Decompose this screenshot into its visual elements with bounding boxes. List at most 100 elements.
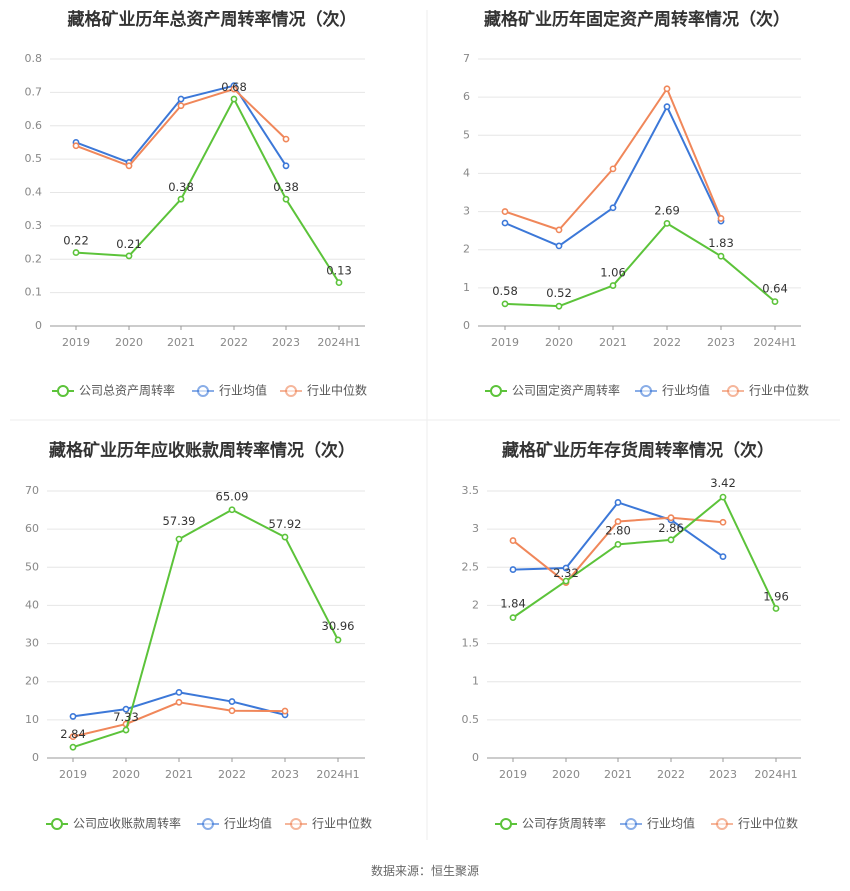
legend-marker-company (500, 818, 512, 830)
data-label: 2.80 (605, 523, 631, 537)
y-tick-label: 0.2 (25, 252, 43, 265)
data-point-average (663, 103, 671, 111)
data-point-company (230, 95, 238, 103)
data-point-average (555, 242, 563, 250)
chart-title: 藏格矿业历年存货周转率情况（次） (502, 440, 774, 461)
data-label: 0.21 (116, 237, 142, 251)
x-tick-label: 2023 (707, 336, 735, 349)
data-label: 1.06 (600, 266, 626, 280)
x-tick-label: 2021 (599, 336, 627, 349)
data-point-average (614, 499, 622, 506)
data-point-company (717, 252, 725, 260)
data-point-median (667, 514, 675, 522)
y-tick-label: 40 (25, 598, 39, 611)
data-point-company (72, 249, 80, 256)
y-tick-label: 3 (463, 205, 470, 218)
data-point-company (122, 726, 130, 734)
y-tick-label: 70 (25, 484, 39, 497)
data-point-company (335, 279, 343, 287)
data-point-average (228, 698, 236, 705)
data-label: 1.83 (708, 236, 734, 250)
x-tick-label: 2024H1 (316, 768, 359, 781)
data-point-company (509, 614, 517, 622)
data-point-company (562, 577, 570, 585)
data-point-median (177, 102, 185, 110)
x-tick-label: 2019 (491, 336, 519, 349)
data-point-average (562, 564, 570, 572)
y-tick-label: 2 (463, 243, 470, 256)
data-point-company (69, 743, 77, 751)
legend-marker-company (51, 818, 63, 830)
legend-marker-company (57, 385, 69, 397)
y-tick-label: 0.6 (25, 119, 43, 132)
legend-marker-company (490, 385, 502, 397)
y-tick-label: 20 (25, 675, 39, 688)
series-line-company (72, 508, 339, 749)
data-point-company (614, 541, 622, 548)
series-line-company (512, 496, 777, 619)
chart-title: 藏格矿业历年固定资产周转率情况（次） (484, 9, 790, 30)
data-point-median (609, 165, 617, 173)
y-tick-label: 6 (463, 90, 470, 103)
data-point-median (72, 142, 80, 150)
chart-title: 藏格矿业历年应收账款周转率情况（次） (49, 440, 355, 461)
data-label: 7.33 (113, 710, 139, 724)
data-label: 0.68 (221, 80, 247, 94)
x-tick-label: 2021 (167, 336, 195, 349)
data-point-average (501, 219, 509, 227)
data-point-median (614, 518, 622, 525)
legend-label-average: 行业均值 (224, 816, 272, 831)
legend-label-company: 公司应收账款周转率 (73, 816, 181, 831)
y-tick-label: 3 (472, 522, 479, 535)
legend-marker-median (716, 818, 728, 830)
data-label: 0.13 (326, 264, 352, 278)
data-label: 3.42 (710, 476, 736, 490)
y-tick-label: 30 (25, 637, 39, 650)
legend-label-median: 行业中位数 (749, 383, 809, 398)
data-point-median (230, 85, 238, 93)
y-tick-label: 1.5 (462, 637, 480, 650)
data-point-company (282, 195, 290, 203)
data-point-median (555, 226, 563, 234)
data-point-company (609, 282, 617, 289)
data-point-average (719, 553, 727, 561)
legend-marker-average (625, 818, 637, 830)
y-tick-label: 0.1 (25, 286, 43, 299)
series-line-company (75, 98, 340, 284)
data-label: 0.22 (63, 234, 89, 248)
x-tick-label: 2024H1 (753, 336, 796, 349)
legend-label-average: 行业均值 (219, 383, 267, 398)
y-tick-label: 1 (472, 675, 479, 688)
y-tick-label: 3.5 (462, 484, 480, 497)
y-tick-label: 0 (472, 751, 479, 764)
data-point-company (771, 298, 779, 305)
x-tick-label: 2020 (115, 336, 143, 349)
legend-label-median: 行业中位数 (738, 816, 798, 831)
data-point-company (334, 636, 342, 644)
data-point-average (122, 705, 130, 713)
data-label: 30.96 (322, 619, 355, 633)
data-label: 65.09 (216, 490, 249, 504)
data-label: 2.69 (654, 203, 680, 217)
data-point-median (282, 135, 290, 143)
y-tick-label: 1 (463, 281, 470, 294)
data-point-median (175, 698, 183, 706)
data-label: 0.52 (546, 286, 572, 300)
legend-marker-average (640, 385, 652, 397)
data-point-median (717, 215, 725, 222)
legend-marker-median (727, 385, 739, 397)
data-point-company (125, 252, 133, 260)
data-point-company (772, 605, 780, 612)
x-tick-label: 2022 (218, 768, 246, 781)
data-label: 1.84 (500, 597, 526, 611)
x-tick-label: 2023 (271, 768, 299, 781)
x-tick-label: 2019 (59, 768, 87, 781)
y-tick-label: 0.3 (25, 219, 43, 232)
data-point-company (175, 535, 183, 543)
data-point-company (501, 300, 509, 308)
data-point-company (555, 302, 563, 310)
x-tick-label: 2022 (220, 336, 248, 349)
data-label: 0.38 (273, 180, 299, 194)
legend-label-company: 公司存货周转率 (522, 816, 606, 831)
